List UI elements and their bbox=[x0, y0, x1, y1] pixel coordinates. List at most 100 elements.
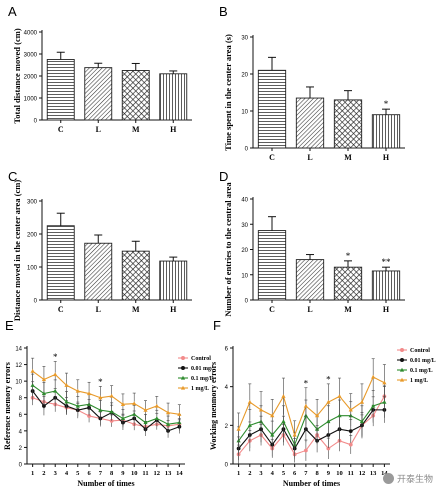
y-tick-label: 0 bbox=[34, 299, 38, 305]
y-tick-label: 2000 bbox=[24, 75, 38, 81]
y-axis-label: Distance moved in the center area (cm) bbox=[12, 180, 22, 321]
legend-swatch-marker bbox=[400, 348, 404, 352]
y-tick-label: 40 bbox=[241, 198, 248, 204]
data-point bbox=[98, 407, 103, 412]
legend-entry-label: 1 mg/L bbox=[191, 386, 209, 392]
data-point bbox=[98, 395, 103, 400]
series-line bbox=[32, 397, 180, 428]
x-tick-label: 2 bbox=[248, 470, 251, 477]
y-axis-label: Total distance moved (cm) bbox=[12, 28, 22, 123]
legend-entry-label: 1 mg/L bbox=[410, 378, 428, 384]
x-tick-label: 4 bbox=[271, 470, 275, 477]
data-point bbox=[64, 399, 69, 404]
data-point bbox=[382, 380, 387, 385]
y-axis-label: Time spent in the center area (s) bbox=[223, 34, 233, 151]
x-tick-label: 14 bbox=[176, 470, 183, 477]
legend-swatch-marker bbox=[180, 375, 186, 380]
x-tick-label: C bbox=[58, 305, 64, 314]
data-point bbox=[270, 432, 275, 437]
data-point bbox=[303, 403, 308, 408]
bar bbox=[371, 114, 401, 149]
series-line bbox=[238, 401, 385, 447]
y-tick-label: 3000 bbox=[24, 53, 38, 59]
bar bbox=[46, 59, 75, 121]
data-point bbox=[165, 421, 171, 426]
y-tick-label: 1000 bbox=[24, 97, 38, 103]
legend-swatch-marker bbox=[180, 385, 186, 390]
data-point bbox=[132, 401, 137, 406]
legend-entry-label: 0.01 mg/L bbox=[410, 358, 436, 364]
x-tick-label: 1 bbox=[31, 470, 34, 477]
y-tick-label: 200 bbox=[27, 233, 38, 239]
y-tick-label: 12 bbox=[15, 363, 22, 369]
y-tick-label: 4 bbox=[225, 385, 229, 391]
series-line bbox=[32, 390, 180, 432]
data-point bbox=[87, 414, 91, 418]
data-point bbox=[42, 404, 46, 408]
data-point bbox=[143, 420, 148, 425]
data-point bbox=[348, 407, 353, 412]
data-point bbox=[86, 391, 92, 396]
y-axis-label: Reference memory errors bbox=[3, 362, 12, 450]
x-tick-label: 12 bbox=[359, 470, 366, 477]
data-point bbox=[326, 419, 331, 424]
y-tick-label: 6 bbox=[225, 347, 229, 353]
data-point bbox=[337, 394, 342, 398]
y-tick-label: 10 bbox=[241, 273, 248, 279]
wechat-icon bbox=[382, 473, 394, 484]
series-line bbox=[238, 409, 385, 450]
legend: Control 0.01 mg/L 0.1 mg/L 1 mg/L bbox=[397, 348, 436, 384]
legend-entry-label: Control bbox=[410, 348, 430, 354]
legend-swatch-marker bbox=[399, 367, 405, 372]
data-point bbox=[359, 419, 365, 424]
significance-mark: * bbox=[384, 99, 389, 109]
y-tick-label: 0 bbox=[225, 463, 229, 469]
x-tick-label: H bbox=[170, 305, 177, 314]
data-point bbox=[53, 372, 58, 377]
data-point bbox=[371, 403, 376, 408]
significance-mark: * bbox=[326, 375, 331, 385]
x-tick-label: 11 bbox=[142, 470, 148, 477]
data-point bbox=[382, 399, 387, 404]
data-point bbox=[371, 374, 376, 379]
data-point bbox=[247, 423, 252, 427]
x-tick-label: 10 bbox=[131, 470, 138, 477]
y-tick-label: 20 bbox=[241, 73, 248, 79]
bar bbox=[257, 230, 287, 301]
x-tick-label: L bbox=[307, 153, 312, 162]
x-tick-label: M bbox=[344, 153, 352, 162]
y-tick-label: 0 bbox=[245, 147, 249, 153]
bar bbox=[295, 97, 325, 149]
y-tick-label: 4000 bbox=[24, 31, 38, 37]
data-point bbox=[258, 407, 264, 412]
bar bbox=[295, 259, 325, 301]
x-tick-label: 7 bbox=[99, 470, 103, 477]
x-axis-label: Number of times bbox=[77, 479, 134, 488]
x-tick-label: C bbox=[269, 305, 275, 314]
y-tick-label: 6 bbox=[19, 413, 23, 419]
series-line bbox=[32, 384, 180, 425]
legend-swatch-marker bbox=[400, 358, 404, 362]
panel-letter: E bbox=[5, 318, 14, 333]
data-point bbox=[64, 382, 69, 387]
watermark: 开泰生物 bbox=[382, 472, 433, 485]
bar bbox=[159, 73, 188, 121]
y-tick-label: 10 bbox=[241, 110, 248, 116]
data-point bbox=[236, 426, 241, 431]
data-point bbox=[359, 399, 365, 404]
x-tick-label: 1 bbox=[237, 470, 240, 477]
data-point bbox=[165, 410, 171, 415]
data-point bbox=[41, 391, 47, 396]
data-point bbox=[41, 377, 47, 382]
x-tick-label: 13 bbox=[165, 470, 172, 477]
y-tick-label: 0 bbox=[19, 463, 23, 469]
legend-entry-label: 0.01 mg/ bbox=[191, 366, 213, 372]
data-point bbox=[109, 409, 114, 414]
x-tick-label: C bbox=[58, 125, 64, 134]
legend-entry-label: 0.1 mg/L bbox=[191, 376, 214, 382]
x-tick-label: 5 bbox=[282, 470, 286, 477]
data-point bbox=[120, 416, 126, 421]
